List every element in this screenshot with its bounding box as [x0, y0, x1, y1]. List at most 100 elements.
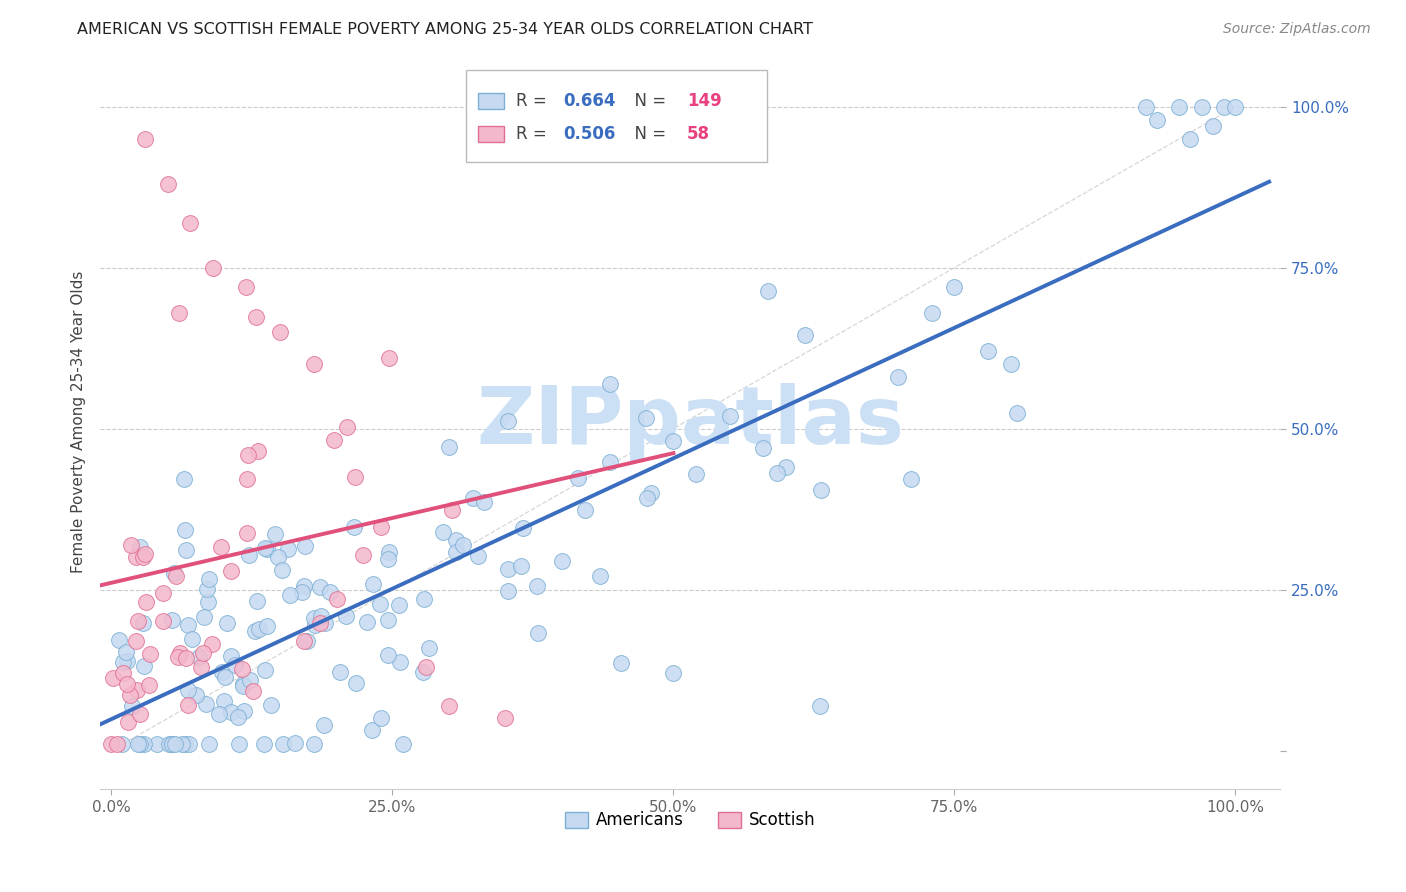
Point: [370, 711, 392, 725]
Point: [157, 737, 180, 751]
Point: [219, 705, 242, 719]
Point: [292, 634, 315, 648]
Point: [105, 737, 128, 751]
Point: [179, 737, 201, 751]
Point: [636, 491, 658, 505]
Point: [640, 486, 662, 500]
Point: [1191, 100, 1213, 114]
Point: [209, 540, 232, 554]
Point: [127, 737, 149, 751]
Point: [194, 698, 217, 712]
Point: [793, 327, 815, 342]
Point: [494, 711, 516, 725]
Point: [284, 736, 307, 750]
Point: [370, 520, 392, 534]
Point: [943, 280, 966, 294]
Point: [260, 698, 283, 712]
Point: [323, 433, 346, 447]
Point: [246, 444, 269, 458]
Point: [125, 549, 148, 564]
Point: [335, 608, 357, 623]
Text: 0.664: 0.664: [562, 93, 616, 111]
Point: [235, 525, 257, 540]
Point: [118, 688, 141, 702]
Point: [1202, 119, 1225, 133]
Point: [236, 449, 259, 463]
Point: [193, 610, 215, 624]
Point: [336, 420, 359, 434]
Point: [526, 626, 548, 640]
Point: [1180, 132, 1202, 146]
Point: [496, 413, 519, 427]
Point: [510, 559, 533, 574]
Point: [224, 657, 246, 672]
Point: [232, 679, 254, 693]
Point: [177, 698, 200, 712]
Point: [526, 579, 548, 593]
Point: [314, 616, 336, 631]
Point: [388, 598, 411, 612]
Point: [243, 624, 266, 638]
Point: [326, 591, 349, 606]
Point: [302, 737, 325, 751]
Point: [887, 370, 910, 384]
Point: [344, 676, 367, 690]
Point: [125, 634, 148, 648]
Point: [808, 698, 831, 713]
Text: R =: R =: [516, 93, 551, 111]
Point: [302, 611, 325, 625]
Text: ZIPpatlas: ZIPpatlas: [477, 384, 904, 461]
FancyBboxPatch shape: [478, 126, 503, 142]
Point: [101, 671, 124, 685]
Point: [574, 502, 596, 516]
Point: [467, 549, 489, 563]
Point: [232, 677, 254, 691]
Point: [134, 547, 156, 561]
Point: [139, 648, 162, 662]
Text: Source: ZipAtlas.com: Source: ZipAtlas.com: [1223, 22, 1371, 37]
Point: [253, 737, 276, 751]
Point: [198, 737, 221, 751]
Point: [1005, 406, 1028, 420]
Point: [292, 579, 315, 593]
Point: [235, 280, 257, 294]
Point: [921, 306, 943, 320]
Point: [512, 521, 534, 535]
Point: [1213, 100, 1236, 114]
Point: [120, 538, 142, 552]
Point: [412, 665, 434, 680]
Point: [193, 646, 215, 660]
Point: [228, 737, 250, 751]
Point: [360, 723, 382, 737]
Point: [246, 594, 269, 608]
Point: [437, 698, 460, 713]
Point: [111, 655, 134, 669]
Text: 58: 58: [686, 125, 710, 143]
Point: [356, 615, 378, 630]
Point: [134, 737, 156, 751]
Point: [127, 614, 149, 628]
Point: [496, 583, 519, 598]
Point: [212, 694, 235, 708]
Point: [588, 569, 610, 583]
Point: [444, 545, 467, 559]
Point: [146, 737, 169, 751]
Point: [181, 632, 204, 647]
Point: [308, 616, 330, 631]
Point: [226, 710, 249, 724]
Point: [304, 617, 326, 632]
Point: [172, 737, 194, 751]
Point: [134, 132, 156, 146]
Point: [253, 663, 276, 677]
Point: [169, 646, 191, 660]
Point: [610, 656, 633, 670]
Point: [174, 543, 197, 558]
Point: [160, 737, 183, 751]
Point: [295, 634, 318, 648]
Point: [1225, 100, 1247, 114]
Point: [163, 737, 186, 751]
Point: [159, 737, 181, 751]
Point: [267, 550, 290, 565]
FancyBboxPatch shape: [478, 94, 503, 110]
Point: [132, 550, 155, 565]
